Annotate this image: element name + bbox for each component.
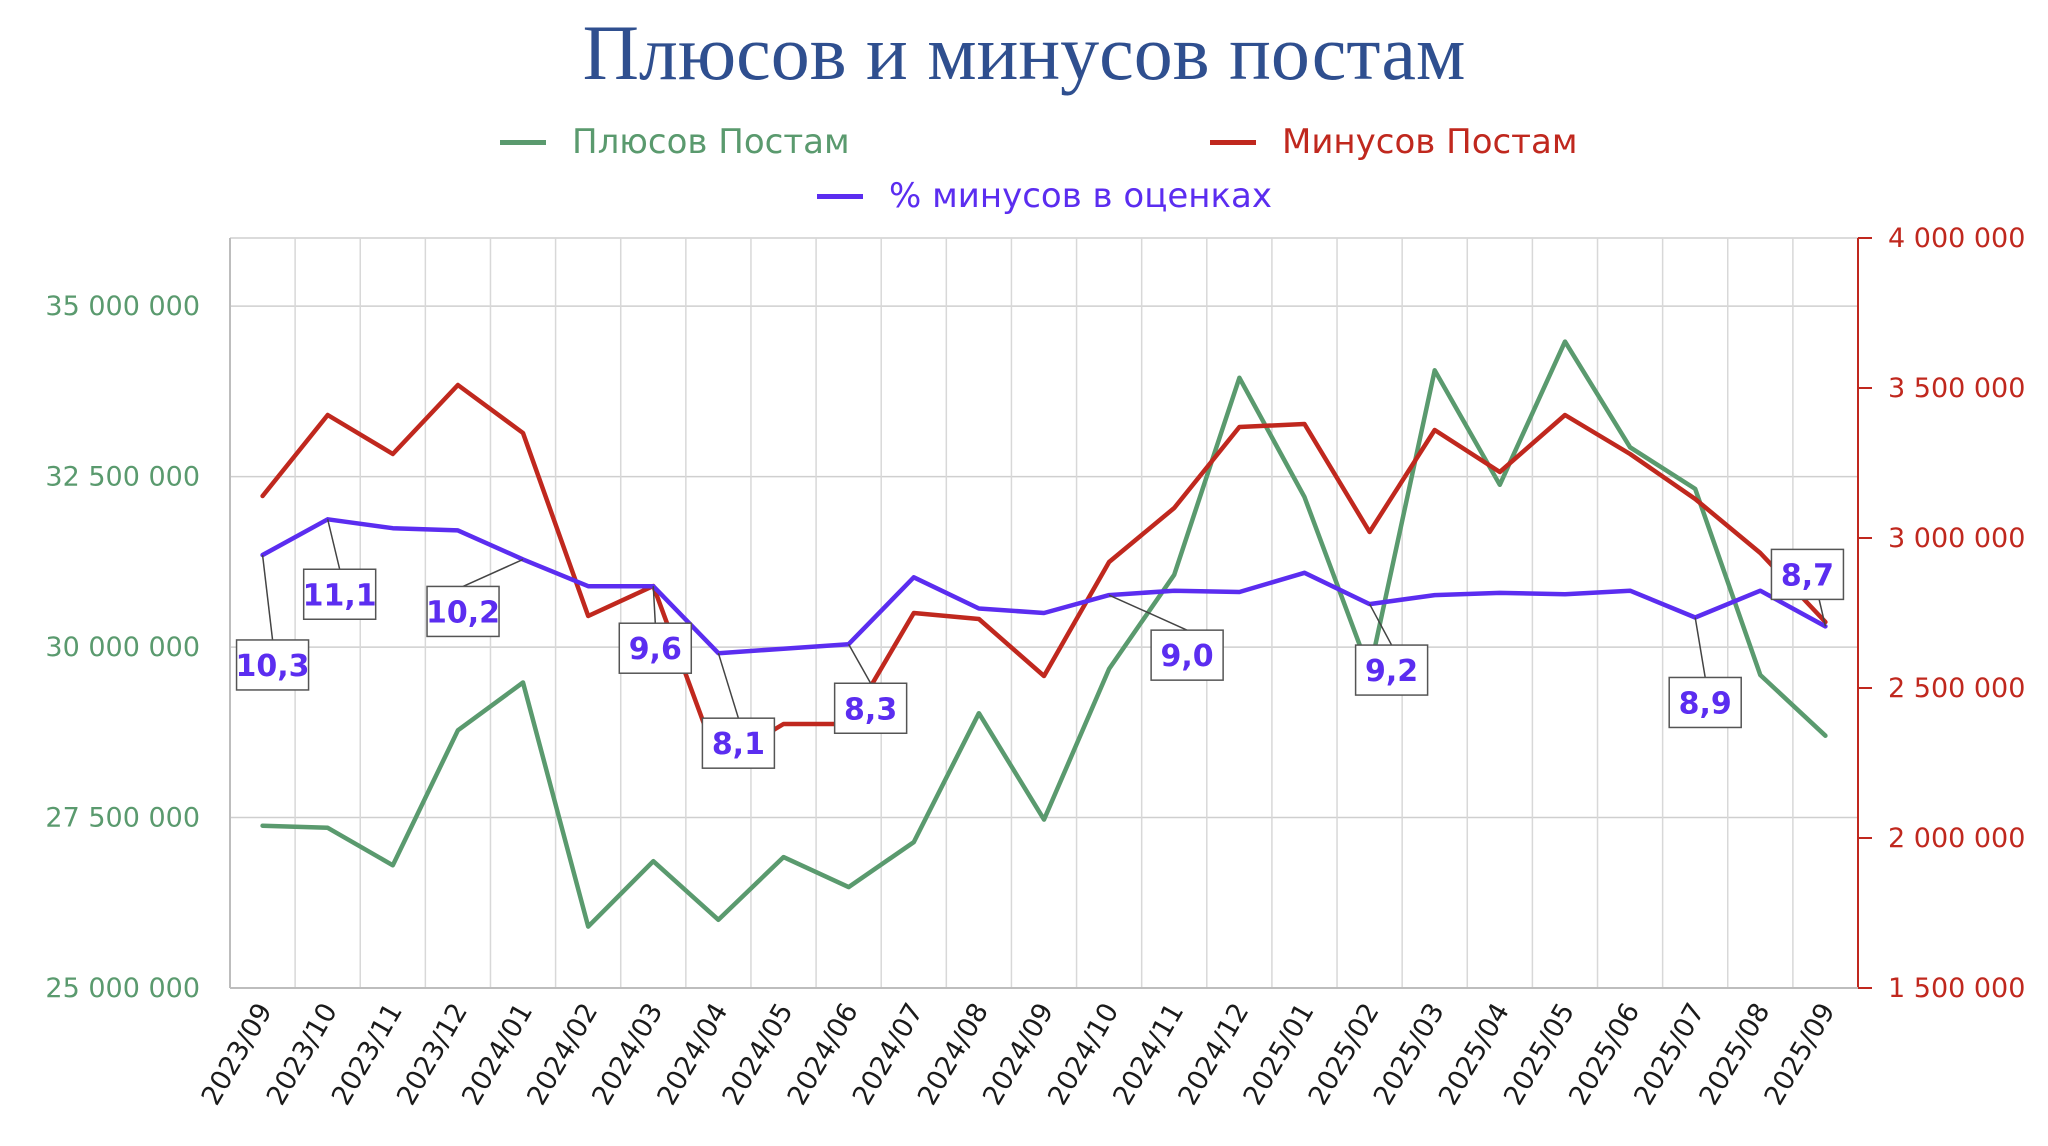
y-right-tick-label: 4 000 000 [1888, 223, 2025, 254]
legend-item-plus: Плюсов Постам [500, 122, 850, 162]
data-label: 8,1 [712, 727, 765, 762]
y-right-tick-label: 3 000 000 [1888, 523, 2025, 554]
y-right-tick-label: 2 500 000 [1888, 673, 2025, 704]
legend-label-percent: % минусов в оценках [889, 176, 1272, 216]
data-label-leader [847, 643, 872, 684]
data-label-box [1668, 676, 1742, 729]
chart-title: Плюсов и минусов постам [582, 9, 1466, 96]
legend-label-plus: Плюсов Постам [572, 122, 850, 162]
data-label-box [618, 622, 693, 674]
data-label-leader [1368, 603, 1393, 646]
y-right-tick-label: 2 000 000 [1888, 823, 2025, 854]
y-left-tick-label: 27 500 000 [45, 803, 200, 834]
series-line-1 [260, 382, 1828, 766]
legend-swatch-percent [817, 193, 863, 199]
data-label: 8,9 [1679, 686, 1732, 721]
data-label: 10,2 [426, 595, 500, 630]
data-label: 11,1 [303, 578, 377, 613]
data-label-box [235, 639, 310, 691]
data-label-leader [326, 519, 341, 570]
data-label-box [1770, 548, 1845, 601]
series-line-0 [260, 339, 1828, 929]
data-label-leader [717, 652, 740, 719]
legend-label-minus: Минусов Постам [1282, 122, 1578, 162]
data-label: 10,3 [236, 649, 310, 684]
legend-swatch-plus [500, 139, 546, 145]
data-label-box [833, 682, 908, 734]
data-label: 9,0 [1161, 639, 1214, 674]
data-label-box [426, 585, 500, 638]
data-label-box [1354, 644, 1429, 696]
data-label-leader [1108, 594, 1188, 631]
y-left-tick-label: 32 500 000 [45, 462, 200, 493]
data-label: 9,6 [629, 632, 682, 667]
y-right-tick-label: 1 500 000 [1888, 973, 2025, 1004]
data-label-leader [462, 558, 524, 588]
data-label: 9,2 [1365, 654, 1418, 689]
y-left-tick-label: 25 000 000 [45, 973, 200, 1004]
data-label-leader [652, 586, 657, 624]
legend-item-percent: % минусов в оценках [817, 176, 1272, 216]
data-label-box [1150, 629, 1224, 681]
data-label: 8,7 [1781, 558, 1834, 593]
legend-swatch-minus [1210, 139, 1256, 145]
data-label: 8,3 [844, 692, 897, 727]
data-label-box [302, 568, 377, 620]
data-label-leader [1694, 617, 1706, 678]
legend-item-minus: Минусов Постам [1210, 122, 1577, 162]
data-label-leader [261, 554, 274, 641]
y-left-tick-label: 35 000 000 [45, 291, 200, 322]
data-label-box [701, 717, 776, 769]
y-left-tick-label: 30 000 000 [45, 632, 200, 663]
y-right-tick-label: 3 500 000 [1888, 373, 2025, 404]
